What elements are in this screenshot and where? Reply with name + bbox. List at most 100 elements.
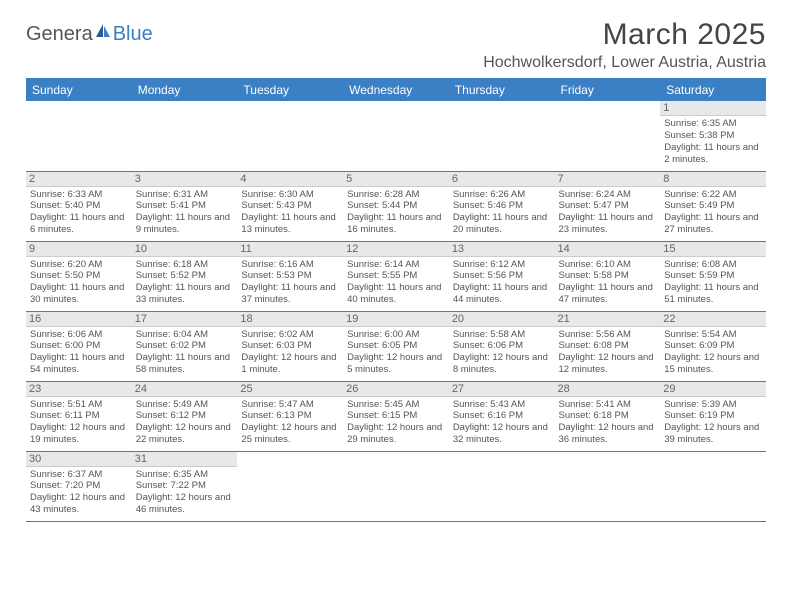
calendar-row: 16Sunrise: 6:06 AMSunset: 6:00 PMDayligh… [26, 311, 766, 381]
day-info: Sunrise: 6:20 AMSunset: 5:50 PMDaylight:… [30, 259, 128, 307]
day-info: Sunrise: 6:10 AMSunset: 5:58 PMDaylight:… [559, 259, 657, 307]
day-number: 8 [660, 172, 766, 187]
day-info: Sunrise: 6:26 AMSunset: 5:46 PMDaylight:… [453, 189, 551, 237]
calendar-cell [660, 451, 766, 521]
day-number: 4 [237, 172, 343, 187]
day-info: Sunrise: 6:33 AMSunset: 5:40 PMDaylight:… [30, 189, 128, 237]
day-info: Sunrise: 6:28 AMSunset: 5:44 PMDaylight:… [347, 189, 445, 237]
day-number: 19 [343, 312, 449, 327]
day-info: Sunrise: 5:56 AMSunset: 6:08 PMDaylight:… [559, 329, 657, 377]
calendar-cell: 23 Sunrise: 5:51 AMSunset: 6:11 PMDayligh… [26, 381, 132, 451]
day-info: Sunrise: 5:58 AMSunset: 6:06 PMDaylight:… [453, 329, 551, 377]
calendar-cell: 30 Sunrise: 6:37 AMSunset: 7:20 PMDayligh… [26, 451, 132, 521]
day-number: 10 [132, 242, 238, 257]
calendar-cell: 22Sunrise: 5:54 AMSunset: 6:09 PMDayligh… [660, 311, 766, 381]
day-number: 30 [26, 452, 132, 467]
day-number: 2 [26, 172, 132, 187]
calendar-cell: 2 Sunrise: 6:33 AMSunset: 5:40 PMDaylight… [26, 171, 132, 241]
day-number: 12 [343, 242, 449, 257]
day-number: 14 [555, 242, 661, 257]
calendar-row: 30 Sunrise: 6:37 AMSunset: 7:20 PMDayligh… [26, 451, 766, 521]
calendar-cell: 10 Sunrise: 6:18 AMSunset: 5:52 PMDayligh… [132, 241, 238, 311]
weekday-header: Wednesday [343, 79, 449, 102]
day-info: Sunrise: 6:31 AMSunset: 5:41 PMDaylight:… [136, 189, 234, 237]
calendar-row: 2 Sunrise: 6:33 AMSunset: 5:40 PMDaylight… [26, 171, 766, 241]
day-info: Sunrise: 6:08 AMSunset: 5:59 PMDaylight:… [664, 259, 762, 307]
weekday-header: Saturday [660, 79, 766, 102]
calendar-cell: 12 Sunrise: 6:14 AMSunset: 5:55 PMDayligh… [343, 241, 449, 311]
day-info: Sunrise: 5:45 AMSunset: 6:15 PMDaylight:… [347, 399, 445, 447]
calendar-cell: 16Sunrise: 6:06 AMSunset: 6:00 PMDayligh… [26, 311, 132, 381]
day-number: 23 [26, 382, 132, 397]
location-text: Hochwolkersdorf, Lower Austria, Austria [483, 54, 766, 72]
calendar-cell: 25 Sunrise: 5:47 AMSunset: 6:13 PMDayligh… [237, 381, 343, 451]
page-title: March 2025 [483, 18, 766, 52]
day-info: Sunrise: 6:35 AMSunset: 5:38 PMDaylight:… [664, 118, 762, 166]
day-number: 28 [555, 382, 661, 397]
weekday-header: Tuesday [237, 79, 343, 102]
day-info: Sunrise: 6:14 AMSunset: 5:55 PMDaylight:… [347, 259, 445, 307]
calendar-page: Genera Blue March 2025 Hochwolkersdorf, … [0, 0, 792, 540]
calendar-cell: 31Sunrise: 6:35 AMSunset: 7:22 PMDayligh… [132, 451, 238, 521]
calendar-cell: 9Sunrise: 6:20 AMSunset: 5:50 PMDaylight… [26, 241, 132, 311]
calendar-cell: 15Sunrise: 6:08 AMSunset: 5:59 PMDayligh… [660, 241, 766, 311]
day-info: Sunrise: 6:24 AMSunset: 5:47 PMDaylight:… [559, 189, 657, 237]
calendar-cell: 3 Sunrise: 6:31 AMSunset: 5:41 PMDaylight… [132, 171, 238, 241]
weekday-row: Sunday Monday Tuesday Wednesday Thursday… [26, 79, 766, 102]
day-number: 27 [449, 382, 555, 397]
calendar-cell: 13Sunrise: 6:12 AMSunset: 5:56 PMDayligh… [449, 241, 555, 311]
day-info: Sunrise: 6:06 AMSunset: 6:00 PMDaylight:… [30, 329, 128, 377]
day-number: 24 [132, 382, 238, 397]
calendar-cell: 28 Sunrise: 5:41 AMSunset: 6:18 PMDayligh… [555, 381, 661, 451]
day-number: 1 [660, 101, 766, 116]
day-info: Sunrise: 6:35 AMSunset: 7:22 PMDaylight:… [136, 469, 234, 517]
calendar-cell: 8 Sunrise: 6:22 AMSunset: 5:49 PMDaylight… [660, 171, 766, 241]
day-number: 5 [343, 172, 449, 187]
calendar-cell [343, 451, 449, 521]
calendar-row: 23 Sunrise: 5:51 AMSunset: 6:11 PMDayligh… [26, 381, 766, 451]
calendar-cell [343, 101, 449, 171]
day-number: 11 [237, 242, 343, 257]
day-number: 26 [343, 382, 449, 397]
calendar-cell: 29 Sunrise: 5:39 AMSunset: 6:19 PMDayligh… [660, 381, 766, 451]
day-number: 20 [449, 312, 555, 327]
day-info: Sunrise: 6:22 AMSunset: 5:49 PMDaylight:… [664, 189, 762, 237]
day-number: 21 [555, 312, 661, 327]
day-number: 18 [237, 312, 343, 327]
day-info: Sunrise: 5:43 AMSunset: 6:16 PMDaylight:… [453, 399, 551, 447]
day-info: Sunrise: 6:12 AMSunset: 5:56 PMDaylight:… [453, 259, 551, 307]
calendar-cell: 24Sunrise: 5:49 AMSunset: 6:12 PMDayligh… [132, 381, 238, 451]
day-info: Sunrise: 5:47 AMSunset: 6:13 PMDaylight:… [241, 399, 339, 447]
calendar-cell: 26 Sunrise: 5:45 AMSunset: 6:15 PMDayligh… [343, 381, 449, 451]
day-info: Sunrise: 6:30 AMSunset: 5:43 PMDaylight:… [241, 189, 339, 237]
calendar-cell [132, 101, 238, 171]
calendar-cell: 20 Sunrise: 5:58 AMSunset: 6:06 PMDayligh… [449, 311, 555, 381]
day-info: Sunrise: 6:04 AMSunset: 6:02 PMDaylight:… [136, 329, 234, 377]
calendar-cell: 7 Sunrise: 6:24 AMSunset: 5:47 PMDaylight… [555, 171, 661, 241]
day-info: Sunrise: 5:51 AMSunset: 6:11 PMDaylight:… [30, 399, 128, 447]
calendar-cell [555, 451, 661, 521]
calendar-cell [237, 451, 343, 521]
calendar-cell: 11Sunrise: 6:16 AMSunset: 5:53 PMDayligh… [237, 241, 343, 311]
calendar-cell: 4 Sunrise: 6:30 AMSunset: 5:43 PMDaylight… [237, 171, 343, 241]
day-info: Sunrise: 5:41 AMSunset: 6:18 PMDaylight:… [559, 399, 657, 447]
day-info: Sunrise: 6:37 AMSunset: 7:20 PMDaylight:… [30, 469, 128, 517]
calendar-cell: 14 Sunrise: 6:10 AMSunset: 5:58 PMDayligh… [555, 241, 661, 311]
day-number: 29 [660, 382, 766, 397]
calendar-table: Sunday Monday Tuesday Wednesday Thursday… [26, 78, 766, 522]
calendar-cell: 5 Sunrise: 6:28 AMSunset: 5:44 PMDaylight… [343, 171, 449, 241]
calendar-cell [449, 101, 555, 171]
weekday-header: Friday [555, 79, 661, 102]
title-block: March 2025 Hochwolkersdorf, Lower Austri… [483, 18, 766, 72]
day-info: Sunrise: 5:39 AMSunset: 6:19 PMDaylight:… [664, 399, 762, 447]
day-info: Sunrise: 6:18 AMSunset: 5:52 PMDaylight:… [136, 259, 234, 307]
calendar-cell [555, 101, 661, 171]
calendar-cell: 17Sunrise: 6:04 AMSunset: 6:02 PMDayligh… [132, 311, 238, 381]
day-number: 7 [555, 172, 661, 187]
logo: Genera Blue [26, 18, 153, 46]
day-number: 25 [237, 382, 343, 397]
weekday-header: Sunday [26, 79, 132, 102]
day-number: 3 [132, 172, 238, 187]
day-number: 6 [449, 172, 555, 187]
day-number: 22 [660, 312, 766, 327]
